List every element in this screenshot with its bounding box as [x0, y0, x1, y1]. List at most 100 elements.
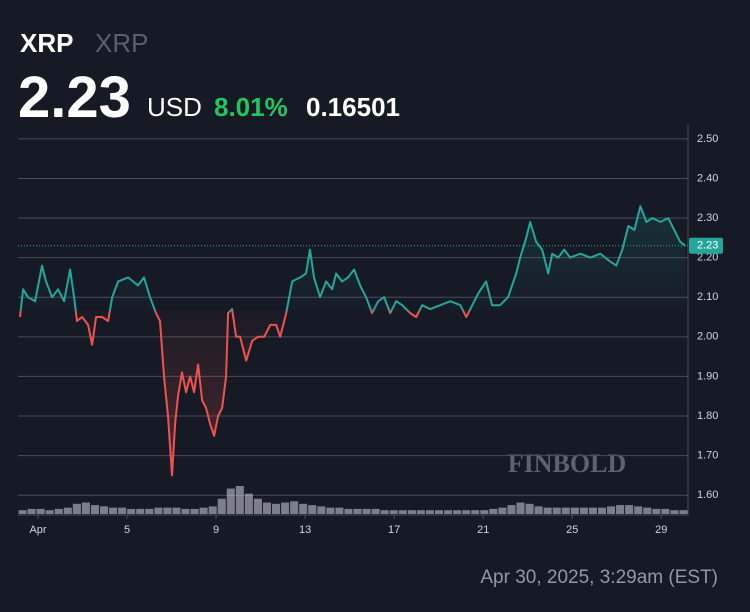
- x-tick-label: 29: [655, 524, 667, 536]
- volume-bar: [425, 510, 434, 514]
- volume-bar: [299, 503, 308, 514]
- volume-bar: [45, 510, 54, 514]
- volume-bar: [63, 507, 72, 514]
- volume-bar: [579, 507, 588, 514]
- volume-bar: [127, 508, 136, 514]
- volume-bar: [362, 508, 371, 514]
- volume-bar: [480, 510, 489, 514]
- volume-bar: [72, 503, 81, 514]
- volume-bar: [290, 501, 299, 514]
- volume-bar: [118, 507, 127, 514]
- volume-bar: [172, 507, 181, 514]
- volume-bar: [281, 502, 290, 514]
- volume-bar: [27, 508, 36, 514]
- volume-bar: [398, 510, 407, 514]
- volume-bar: [570, 507, 579, 514]
- volume-bar: [235, 486, 244, 514]
- price: 2.23: [18, 65, 131, 130]
- volume-bar: [335, 507, 344, 514]
- volume-bar: [145, 508, 154, 514]
- change: 0.16501: [306, 92, 400, 122]
- watermark: FINBOLD: [508, 449, 626, 478]
- price-line: [19, 205, 686, 477]
- volume-bar: [453, 510, 462, 514]
- volume-bar: [543, 507, 552, 514]
- volume-bar: [516, 502, 525, 514]
- volume-bar: [552, 507, 561, 514]
- volume-bar: [109, 507, 118, 514]
- volume-bar: [498, 507, 507, 514]
- y-tick-label: 2.30: [697, 212, 718, 224]
- volume-bar: [208, 506, 217, 514]
- x-tick-label: 25: [566, 524, 578, 536]
- y-tick-label: 2.40: [697, 172, 718, 184]
- volume-bar: [226, 488, 235, 514]
- volume-bar: [81, 502, 90, 514]
- volume-bar: [652, 508, 661, 514]
- volume-bar: [670, 510, 679, 514]
- y-tick-label: 1.60: [697, 489, 718, 501]
- volume-bar: [244, 493, 253, 514]
- volume-bar: [489, 508, 498, 514]
- y-tick-label: 1.70: [697, 450, 718, 462]
- volume-bar: [643, 507, 652, 514]
- last-price-box: [689, 237, 723, 254]
- volume-bar: [389, 510, 398, 514]
- x-tick-label: 5: [124, 524, 130, 536]
- volume-bar: [371, 508, 380, 514]
- volume-bar: [353, 508, 362, 514]
- volume-bar: [181, 508, 190, 514]
- volume-bar: [154, 507, 163, 514]
- volume-bar: [308, 505, 317, 514]
- x-tick-label: 13: [299, 524, 311, 536]
- volume-bar: [54, 508, 63, 514]
- last-price-label: 2.23: [697, 240, 718, 252]
- x-tick-label: 21: [477, 524, 489, 536]
- volume-bar: [597, 507, 607, 514]
- volume-bar: [217, 498, 226, 514]
- volume-bar: [99, 506, 109, 514]
- volume-bar: [534, 506, 543, 514]
- volume-bar: [679, 510, 688, 514]
- volume-bar: [136, 508, 145, 514]
- volume-bar: [190, 508, 199, 514]
- volume-bar: [36, 508, 45, 514]
- symbol: XRP: [20, 28, 73, 58]
- volume-bar: [462, 510, 471, 514]
- y-tick-label: 2.50: [697, 133, 718, 145]
- y-tick-label: 1.80: [697, 410, 718, 422]
- volume-bar: [407, 510, 416, 514]
- volume-bar: [90, 505, 99, 514]
- volume-bar: [607, 506, 616, 514]
- volume-bar: [416, 510, 425, 514]
- currency: USD: [147, 92, 202, 122]
- volume-bar: [634, 506, 643, 514]
- volume-bar: [326, 507, 335, 514]
- volume-bar: [344, 508, 353, 514]
- volume-bar: [380, 510, 389, 514]
- volume-bar: [163, 507, 172, 514]
- volume-bar: [199, 507, 208, 514]
- name: XRP: [95, 28, 148, 58]
- volume-bar: [444, 510, 453, 514]
- volume-bar: [262, 502, 272, 514]
- y-tick-label: 1.90: [697, 370, 718, 382]
- x-tick-label: 9: [213, 524, 219, 536]
- volume-bar: [18, 510, 27, 514]
- volume-bar: [434, 510, 444, 514]
- volume-bar: [317, 506, 326, 514]
- volume-bar: [525, 503, 534, 514]
- y-tick-label: 2.00: [697, 331, 718, 343]
- volume-bar: [661, 508, 670, 514]
- y-tick-label: 2.20: [697, 252, 718, 264]
- volume-bar: [616, 505, 625, 514]
- volume-bar: [625, 505, 634, 514]
- x-tick-label: 17: [388, 524, 400, 536]
- y-tick-label: 2.10: [697, 291, 718, 303]
- timestamp: Apr 30, 2025, 3:29am (EST): [480, 567, 718, 588]
- volume-bar: [588, 507, 597, 514]
- volume-bar: [561, 507, 570, 514]
- volume-bar: [471, 510, 480, 514]
- volume-bar: [253, 498, 262, 514]
